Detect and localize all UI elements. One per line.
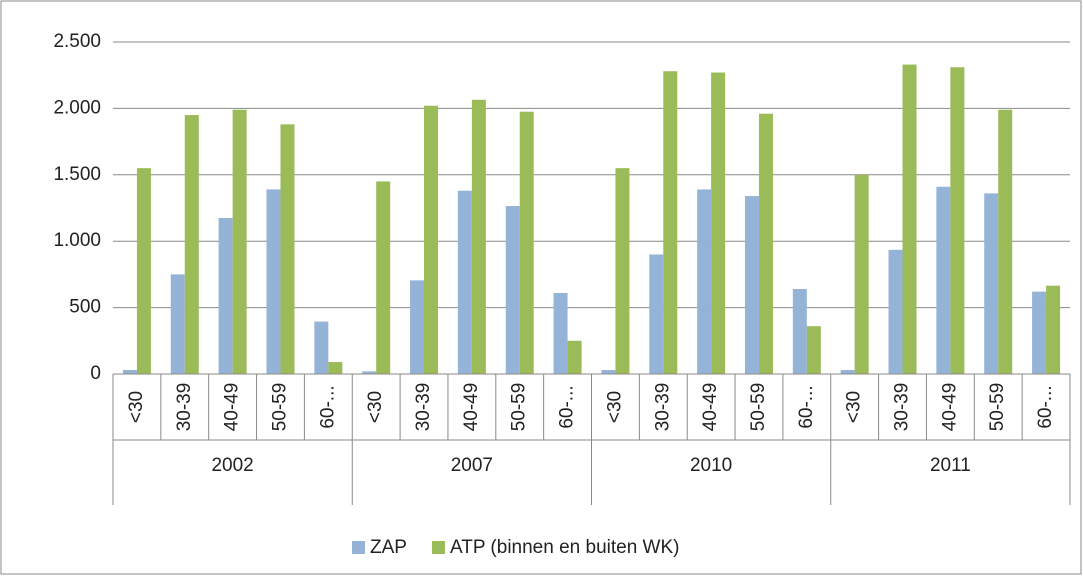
bar: [936, 186, 951, 374]
bar: [136, 168, 151, 374]
bar: [806, 326, 821, 374]
bar: [328, 362, 343, 374]
bar: [902, 64, 917, 375]
x-tick-label: 50-59: [269, 383, 290, 432]
bar: [553, 292, 568, 374]
y-tick-label: 1.000: [53, 230, 101, 251]
x-tick-label: 30-39: [652, 383, 673, 432]
bar: [888, 249, 903, 374]
bar: [218, 217, 233, 374]
bar: [744, 196, 759, 374]
bar: [280, 124, 295, 374]
group-label: 2010: [690, 455, 732, 476]
x-tick-label: 50-59: [748, 383, 769, 432]
x-tick-label: 30-39: [174, 383, 195, 432]
legend-label: ZAP: [370, 537, 407, 558]
bar: [854, 174, 869, 374]
x-tick-label: 60-...: [796, 385, 817, 428]
bar: [615, 168, 630, 374]
x-tick-label: 50-59: [509, 383, 530, 432]
x-tick-label: 40-49: [461, 383, 482, 432]
bar: [1046, 285, 1061, 374]
y-tick-label: 500: [69, 297, 101, 318]
x-tick-label: 30-39: [892, 383, 913, 432]
bar: [184, 115, 199, 374]
group-label: 2007: [451, 455, 493, 476]
x-tick-label: 40-49: [700, 383, 721, 432]
bar: [1032, 291, 1047, 374]
bar: [567, 340, 582, 374]
y-tick-label: 2.000: [53, 97, 101, 118]
bar: [663, 71, 678, 374]
bar: [984, 193, 999, 374]
x-tick-label: 40-49: [222, 383, 243, 432]
x-tick-label: 60-...: [557, 385, 578, 428]
legend-swatch: [352, 541, 365, 554]
x-tick-label: 30-39: [413, 383, 434, 432]
bar: [649, 254, 664, 374]
x-tick-label: <30: [365, 391, 386, 423]
bar: [950, 67, 965, 375]
bar: [170, 274, 185, 374]
legend-swatch: [431, 541, 445, 554]
y-tick-label: 2.500: [53, 31, 101, 52]
bar: [314, 321, 329, 374]
bar: [998, 109, 1013, 374]
x-tick-label: <30: [126, 391, 147, 423]
bar: [410, 280, 425, 374]
bar: [601, 370, 616, 374]
bar: [758, 113, 773, 374]
y-tick-label: 0: [90, 363, 101, 384]
x-tick-label: 60-...: [317, 385, 338, 428]
bar: [471, 99, 486, 374]
bar: [840, 370, 855, 374]
bar: [457, 190, 472, 374]
bar: [519, 111, 534, 374]
x-tick-label: 50-59: [987, 383, 1008, 432]
bar: [232, 109, 247, 374]
bar: [266, 189, 281, 374]
group-label: 2011: [930, 455, 971, 476]
x-tick-label: 60-...: [1035, 385, 1056, 428]
bar: [792, 289, 807, 374]
bar: [424, 105, 439, 374]
y-tick-label: 1.500: [53, 164, 101, 185]
bar: [122, 370, 137, 374]
bar: [505, 206, 520, 374]
bar: [697, 189, 712, 374]
x-tick-label: <30: [604, 391, 625, 423]
bar: [362, 371, 377, 374]
x-tick-label: <30: [844, 391, 865, 423]
x-tick-label: 40-49: [939, 383, 960, 432]
group-label: 2002: [211, 455, 253, 476]
bar: [711, 72, 726, 374]
legend-label: ATP (binnen en buiten WK): [450, 537, 680, 558]
bar: [376, 181, 391, 374]
